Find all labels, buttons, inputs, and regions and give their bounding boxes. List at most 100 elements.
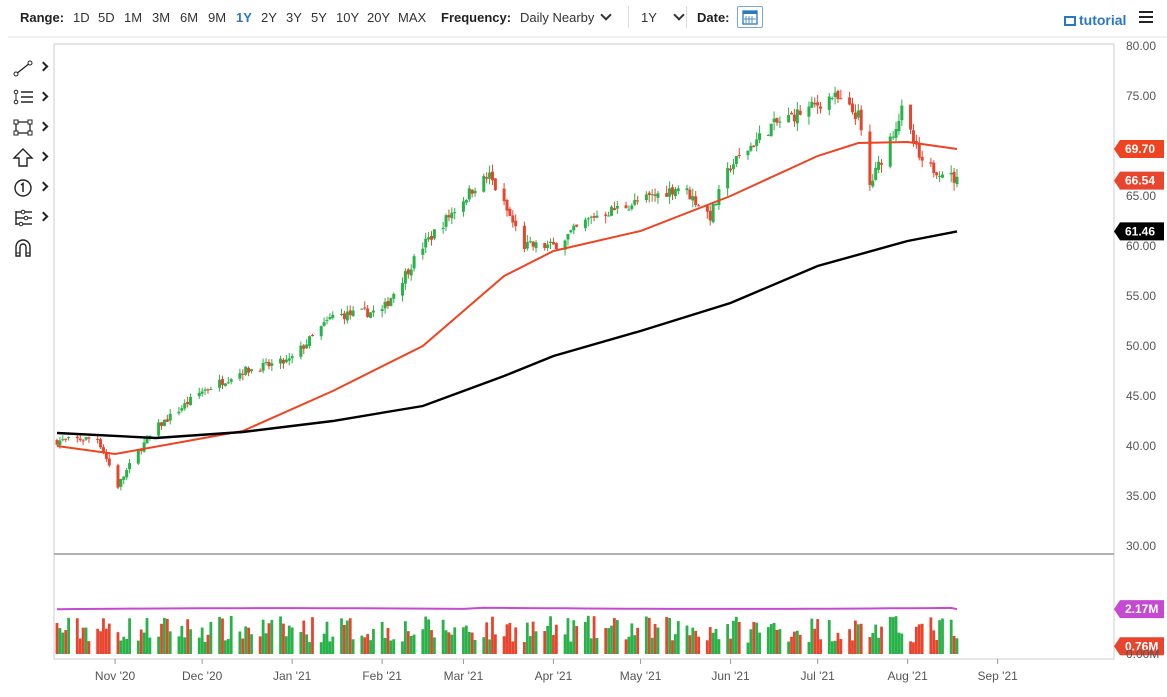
volume-bar	[258, 636, 262, 654]
volume-bar	[554, 624, 558, 654]
volume-bar	[386, 627, 390, 654]
candle-body	[165, 419, 169, 422]
price-axis-tick: 40.00	[1126, 439, 1156, 453]
candle-body	[403, 271, 407, 284]
volume-bar	[531, 621, 535, 654]
volume-bar	[746, 642, 750, 654]
volume-bar	[125, 638, 129, 654]
range-max-button[interactable]: MAX	[398, 10, 427, 25]
volume-bar	[430, 630, 433, 654]
candle-body	[229, 379, 233, 382]
volume-bar	[851, 640, 854, 654]
volume-bars	[55, 615, 959, 654]
range-2y-button[interactable]: 2Y	[261, 10, 277, 25]
time-axis-tick: Jun '21	[711, 669, 750, 683]
volume-bar	[287, 625, 291, 654]
volume-bar	[157, 636, 161, 654]
volume-bar	[142, 632, 146, 654]
candle-body	[726, 168, 730, 189]
candle-body	[859, 109, 863, 131]
volume-bar	[613, 618, 616, 654]
candle-body	[911, 130, 915, 143]
hamburger-menu-icon[interactable]	[1139, 11, 1153, 23]
candle-body	[310, 334, 314, 336]
candle-body	[737, 154, 741, 156]
volume-bar	[610, 625, 613, 654]
candle-body	[290, 356, 294, 359]
candle-body	[107, 458, 111, 466]
candle-body	[380, 309, 384, 311]
last-price-badge-bg	[1114, 171, 1164, 190]
volume-bar	[64, 630, 68, 654]
candle-body	[157, 422, 161, 436]
range-6m-button[interactable]: 6M	[180, 10, 199, 25]
volume-bar	[848, 629, 851, 654]
volume-bar	[290, 627, 294, 654]
range-3y-button[interactable]: 3Y	[286, 10, 302, 25]
volume-bar	[104, 628, 108, 654]
magnet-tool-button[interactable]	[12, 237, 50, 259]
rectangle-tool-button[interactable]	[12, 117, 50, 139]
range-5d-button[interactable]: 5D	[98, 10, 115, 25]
candle-body	[798, 110, 802, 115]
range-9m-button[interactable]: 9M	[208, 10, 227, 25]
volume-bar	[955, 638, 959, 654]
candle-body	[427, 237, 431, 240]
candle-body	[223, 383, 227, 386]
range-10y-button[interactable]: 10Y	[336, 10, 360, 25]
volume-bar	[798, 634, 802, 654]
volume-bar	[424, 616, 428, 654]
candle-body	[441, 228, 445, 230]
volume-bar	[941, 618, 944, 654]
volume-bar	[673, 634, 677, 654]
range-1y-button[interactable]: 1Y	[236, 10, 252, 25]
candle-body	[183, 403, 187, 409]
candle-body	[792, 114, 796, 122]
volume-average-badge: 2.17M	[1125, 602, 1158, 616]
volume-bar	[859, 623, 863, 654]
candle-body	[853, 112, 857, 120]
candle-body	[122, 476, 126, 480]
frequency-select[interactable]: Daily Nearby	[520, 9, 613, 25]
arrow-tool-button[interactable]	[12, 147, 50, 169]
price-panel	[53, 43, 1115, 555]
candle-body	[55, 439, 59, 445]
price-axis: 80.0075.0070.0065.0060.0055.0050.0045.00…	[1126, 39, 1156, 553]
volume-bar	[668, 617, 671, 654]
tutorial-link[interactable]: tutorial	[1064, 12, 1126, 28]
candle-body	[653, 194, 657, 196]
candle-body	[58, 440, 62, 446]
range-1m-button[interactable]: 1M	[124, 10, 143, 25]
range-20y-button[interactable]: 20Y	[367, 10, 391, 25]
candle-body	[615, 205, 619, 209]
calendar-button[interactable]	[737, 6, 763, 28]
volume-average-line	[56, 606, 958, 611]
candle-body	[610, 206, 614, 216]
range-1d-button[interactable]: 1D	[73, 10, 90, 25]
candle-body	[891, 136, 895, 138]
volume-bar	[99, 631, 102, 654]
fib-tool-button[interactable]	[12, 87, 50, 109]
period-select[interactable]: 1Y	[641, 9, 685, 25]
volume-bar	[932, 630, 936, 654]
volume-bar	[514, 627, 518, 654]
volume-bar	[949, 619, 953, 654]
price-chart[interactable]: 80.0075.0070.0065.0060.0055.0050.0045.00…	[0, 36, 1167, 697]
candle-body	[279, 358, 283, 364]
chevron-down-icon	[673, 9, 685, 21]
range-5y-button[interactable]: 5Y	[311, 10, 327, 25]
range-3m-button[interactable]: 3M	[152, 10, 171, 25]
counter-tool-button[interactable]	[12, 177, 50, 199]
candle-body	[345, 311, 349, 321]
volume-bar	[282, 623, 285, 654]
volume-bar	[360, 635, 364, 654]
frequency-label: Frequency:	[441, 10, 512, 25]
volume-bar	[55, 623, 59, 654]
candle-body	[473, 190, 477, 194]
candle-body	[940, 174, 944, 178]
pitchfork-tool-button[interactable]	[12, 207, 50, 229]
candle-body	[305, 344, 309, 349]
volume-bar	[302, 620, 306, 654]
line-tool-button[interactable]	[12, 57, 50, 79]
candle-body	[627, 209, 631, 211]
